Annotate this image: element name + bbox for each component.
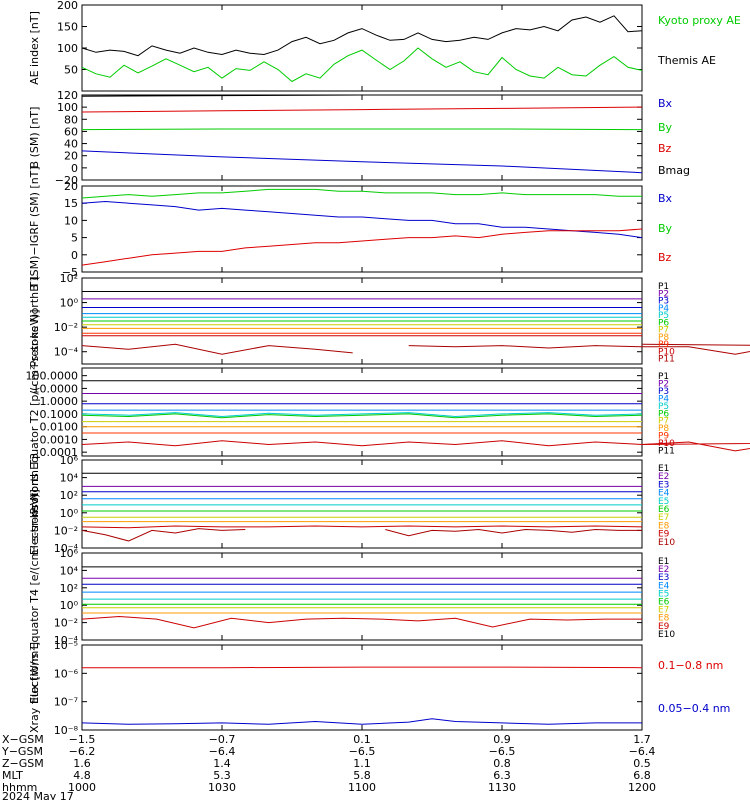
legend-entry: Bmag <box>658 164 690 177</box>
y-tick-label: 10 <box>64 214 78 227</box>
legend-entry: By <box>658 121 673 134</box>
series-line-kyotoproxyae <box>82 48 642 82</box>
y-axis-label: B (SM) [nT] <box>28 107 41 169</box>
y-axis-label: Xray flux [W/m²] <box>28 642 41 733</box>
y-axis-label: B (SM)−IGRF (SM) [nT] <box>28 166 41 291</box>
y-tick-label: 10² <box>60 272 78 285</box>
series-line-e9 <box>82 526 642 528</box>
y-tick-label: 0 <box>71 249 78 262</box>
y-tick-label: 200 <box>57 0 78 12</box>
legend-entry: Bz <box>658 142 672 155</box>
y-tick-label: 0.0010 <box>40 433 79 446</box>
legend-entry: E10 <box>658 630 675 640</box>
y-tick-label: 0.1000 <box>40 408 79 421</box>
xaxis-row-value: 1030 <box>208 781 236 794</box>
y-tick-label: 10⁻² <box>54 321 78 334</box>
y-tick-label: 10⁰ <box>60 599 79 612</box>
panel-1: 200 150 100 50 AE index [nT] Kyoto proxy AE Th… <box>28 0 741 91</box>
panel-5: 100.000010.00001.00000.10000.01000.00100… <box>26 309 750 514</box>
series-line-p6 <box>82 414 642 418</box>
y-tick-label: 0.0100 <box>40 421 79 434</box>
y-tick-label: 5 <box>71 232 78 245</box>
y-tick-label: 80 <box>64 113 78 126</box>
y-tick-label: 10⁻⁶ <box>54 667 79 680</box>
y-tick-label: 10⁻² <box>54 524 78 537</box>
y-tick-label: 10⁶ <box>60 454 79 467</box>
series-line-bx <box>82 151 642 173</box>
y-tick-label: 10² <box>60 489 78 502</box>
y-tick-label: 20 <box>64 150 78 163</box>
series-line-bx <box>82 202 642 238</box>
y-tick-label: 10⁶ <box>60 547 79 560</box>
y-tick-label: 10⁻⁴ <box>54 346 79 359</box>
legend-entry: Bz <box>658 251 672 264</box>
y-tick-label: 10⁰ <box>60 297 79 310</box>
y-tick-label: 150 <box>57 21 78 34</box>
legend-entry: Bx <box>658 97 673 110</box>
y-tick-label: 10⁰ <box>60 507 79 520</box>
legend-entry: 0.1−0.8 nm <box>658 659 723 672</box>
y-tick-label: 15 <box>64 197 78 210</box>
y-tick-label: 100 <box>57 101 78 114</box>
y-tick-label: 10⁻² <box>54 617 78 630</box>
series-line-e9 <box>82 617 642 628</box>
panel-frame <box>82 5 642 91</box>
xaxis-row-value: 1100 <box>348 781 376 794</box>
series-line-bz <box>82 229 642 265</box>
y-tick-label: 1.0000 <box>40 395 79 408</box>
y-tick-label: 10² <box>60 582 78 595</box>
legend-entry: 0.05−0.4 nm <box>658 702 730 715</box>
legend-entry: P11 <box>658 447 675 457</box>
y-tick-label: 120 <box>57 89 78 102</box>
xaxis-row-value: 1200 <box>628 781 656 794</box>
y-tick-label: 20 <box>64 180 78 193</box>
y-tick-label: 50 <box>64 64 78 77</box>
legend-entry: Bx <box>658 192 673 205</box>
legend-entry: Kyoto proxy AE <box>658 14 741 27</box>
xaxis-row-value: 1130 <box>488 781 516 794</box>
y-tick-label: 10⁻⁷ <box>54 696 78 709</box>
legend-entry: Themis AE <box>657 54 716 67</box>
y-tick-label: 10⁴ <box>60 472 79 485</box>
legend-entry: By <box>658 222 673 235</box>
series-line-e10 <box>82 529 642 541</box>
y-tick-label: 0 <box>71 162 78 175</box>
legend-entry: E10 <box>658 538 675 548</box>
y-tick-label: 60 <box>64 125 78 138</box>
series-line-by <box>82 129 642 130</box>
series-line-00504nm <box>82 719 642 725</box>
date-label: 2024 May 17 <box>2 790 74 800</box>
series-line-p11 <box>82 344 750 354</box>
panel-frame <box>82 645 642 730</box>
series-line-bz <box>82 107 642 112</box>
series-line-0108nm <box>82 667 642 668</box>
y-tick-label: 100 <box>57 42 78 55</box>
series-line-p10 <box>82 441 750 451</box>
y-tick-label: 10⁻⁵ <box>54 639 78 652</box>
panel-frame <box>82 186 642 272</box>
y-tick-label: 40 <box>64 138 78 151</box>
y-tick-label: 10⁴ <box>60 564 79 577</box>
panel-frame <box>82 553 642 640</box>
legend-entry: P11 <box>658 355 675 365</box>
y-axis-label: AE index [nT] <box>28 11 41 85</box>
